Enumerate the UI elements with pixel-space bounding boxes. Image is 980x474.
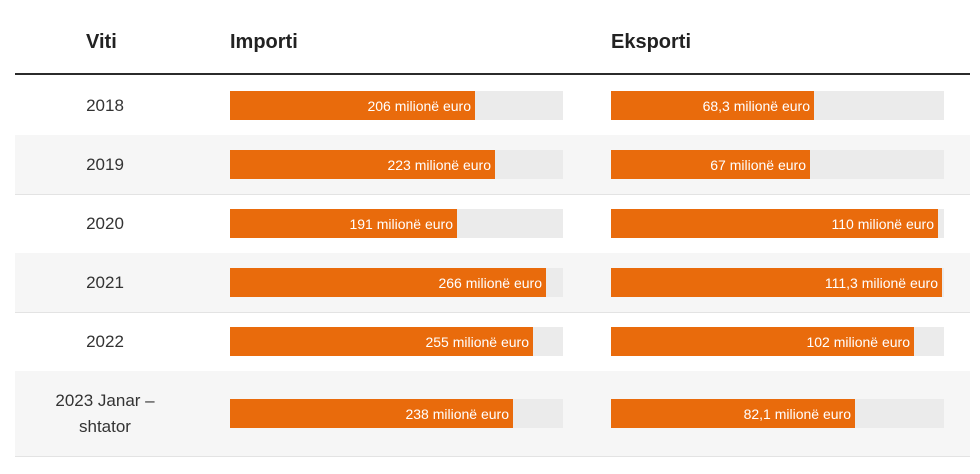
import-bar: 206 milionë euro — [230, 91, 475, 120]
export-value-label: 111,3 milionë euro — [824, 274, 938, 291]
table-row: 2018 206 milionë euro 68,3 milionë euro — [15, 76, 970, 136]
export-value-label: 110 milionë euro — [831, 215, 934, 232]
header-divider — [15, 73, 970, 75]
import-value-label: 191 milionë euro — [349, 215, 453, 232]
import-value-label: 255 milionë euro — [425, 333, 529, 350]
export-bar-track: 68,3 milionë euro — [611, 91, 944, 120]
year-cell: 2023 Janar – shtator — [55, 390, 155, 436]
export-value-label: 82,1 milionë euro — [743, 405, 851, 422]
export-bar: 102 milionë euro — [611, 327, 914, 356]
export-bar: 68,3 milionë euro — [611, 91, 814, 120]
import-bar-track: 206 milionë euro — [230, 91, 563, 120]
year-cell: 2022 — [86, 331, 124, 351]
import-bar-track: 266 milionë euro — [230, 268, 563, 297]
year-cell: 2018 — [86, 95, 124, 115]
year-cell: 2019 — [86, 154, 124, 174]
import-value-label: 266 milionë euro — [438, 274, 542, 291]
import-value-label: 223 milionë euro — [387, 156, 491, 173]
year-cell: 2020 — [86, 213, 124, 233]
export-bar-track: 110 milionë euro — [611, 209, 944, 238]
import-bar-track: 191 milionë euro — [230, 209, 563, 238]
import-value-label: 238 milionë euro — [405, 405, 509, 422]
table-row: 2023 Janar – shtator 238 milionë euro 82,1… — [15, 371, 970, 457]
import-bar: 238 milionë euro — [230, 399, 513, 428]
export-bar-track: 82,1 milionë euro — [611, 399, 944, 428]
export-bar: 111,3 milionë euro — [611, 268, 942, 297]
import-bar: 223 milionë euro — [230, 150, 495, 179]
column-header-import: Importi — [230, 31, 298, 53]
import-bar: 255 milionë euro — [230, 327, 533, 356]
export-bar: 110 milionë euro — [611, 209, 938, 238]
export-value-label: 68,3 milionë euro — [702, 97, 810, 114]
export-bar-track: 102 milionë euro — [611, 327, 944, 356]
import-bar: 191 milionë euro — [230, 209, 457, 238]
table-row: 2019 223 milionë euro 67 milionë euro — [15, 135, 970, 195]
export-value-label: 67 milionë euro — [710, 156, 806, 173]
table-row: 2022 255 milionë euro 102 milionë euro — [15, 312, 970, 372]
table-row: 2021 266 milionë euro 111,3 milionë euro — [15, 253, 970, 313]
import-bar-track: 255 milionë euro — [230, 327, 563, 356]
import-bar: 266 milionë euro — [230, 268, 546, 297]
export-bar-track: 111,3 milionë euro — [611, 268, 944, 297]
table-row: 2020 191 milionë euro 110 milionë euro — [15, 194, 970, 254]
year-cell: 2021 — [86, 272, 124, 292]
export-bar-track: 67 milionë euro — [611, 150, 944, 179]
import-bar-track: 223 milionë euro — [230, 150, 563, 179]
column-header-export: Eksporti — [611, 31, 692, 53]
column-header-year: Viti — [86, 31, 117, 53]
export-bar: 67 milionë euro — [611, 150, 810, 179]
import-value-label: 206 milionë euro — [367, 97, 471, 114]
export-bar: 82,1 milionë euro — [611, 399, 855, 428]
table-header: Viti Importi Eksporti — [0, 0, 980, 76]
export-value-label: 102 milionë euro — [806, 333, 910, 350]
import-bar-track: 238 milionë euro — [230, 399, 563, 428]
